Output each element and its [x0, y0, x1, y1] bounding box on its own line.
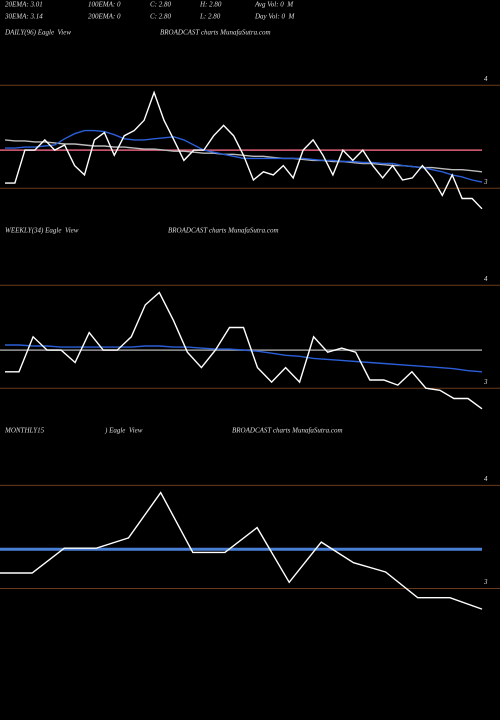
panel-title: WEEKLY(34) Eagle View — [5, 227, 79, 235]
y-tick-label: 4 — [484, 275, 488, 283]
panel-subtitle: BROADCAST charts MunafaSutra.com — [168, 227, 279, 235]
y-tick-label: 4 — [484, 475, 488, 483]
y-tick-label: 3 — [483, 378, 488, 386]
header-stat: L: 2.80 — [199, 13, 221, 21]
series-line — [5, 90, 483, 210]
header-stat: 30EMA: 3.14 — [4, 13, 43, 21]
series-line — [5, 344, 483, 373]
header-stat: Avg Vol: 0 M — [254, 1, 294, 9]
header-stat: 100EMA: 0 — [88, 1, 121, 9]
panel-subtitle: BROADCAST charts MunafaSutra.com — [160, 29, 271, 37]
header-stat: 20EMA: 3.01 — [5, 1, 43, 9]
panel-note: ) Eagle View — [104, 427, 143, 435]
header-stat: C: 2.80 — [150, 13, 172, 21]
header-stat: C: 2.80 — [150, 1, 172, 9]
y-tick-label: 3 — [483, 178, 488, 186]
panel-title: DAILY(96) Eagle View — [4, 29, 71, 37]
series-line — [5, 129, 483, 183]
y-tick-label: 3 — [483, 578, 488, 586]
header-stat: 200EMA: 0 — [88, 13, 121, 21]
header-stat: H: 2.80 — [199, 1, 222, 9]
panel-title: MONTHLY15 — [4, 427, 45, 435]
series-line — [0, 491, 483, 610]
header-stat: Day Vol: 0 M — [254, 13, 295, 21]
y-tick-label: 4 — [484, 75, 488, 83]
series-line — [5, 291, 483, 410]
panel-subtitle: BROADCAST charts MunafaSutra.com — [232, 427, 343, 435]
